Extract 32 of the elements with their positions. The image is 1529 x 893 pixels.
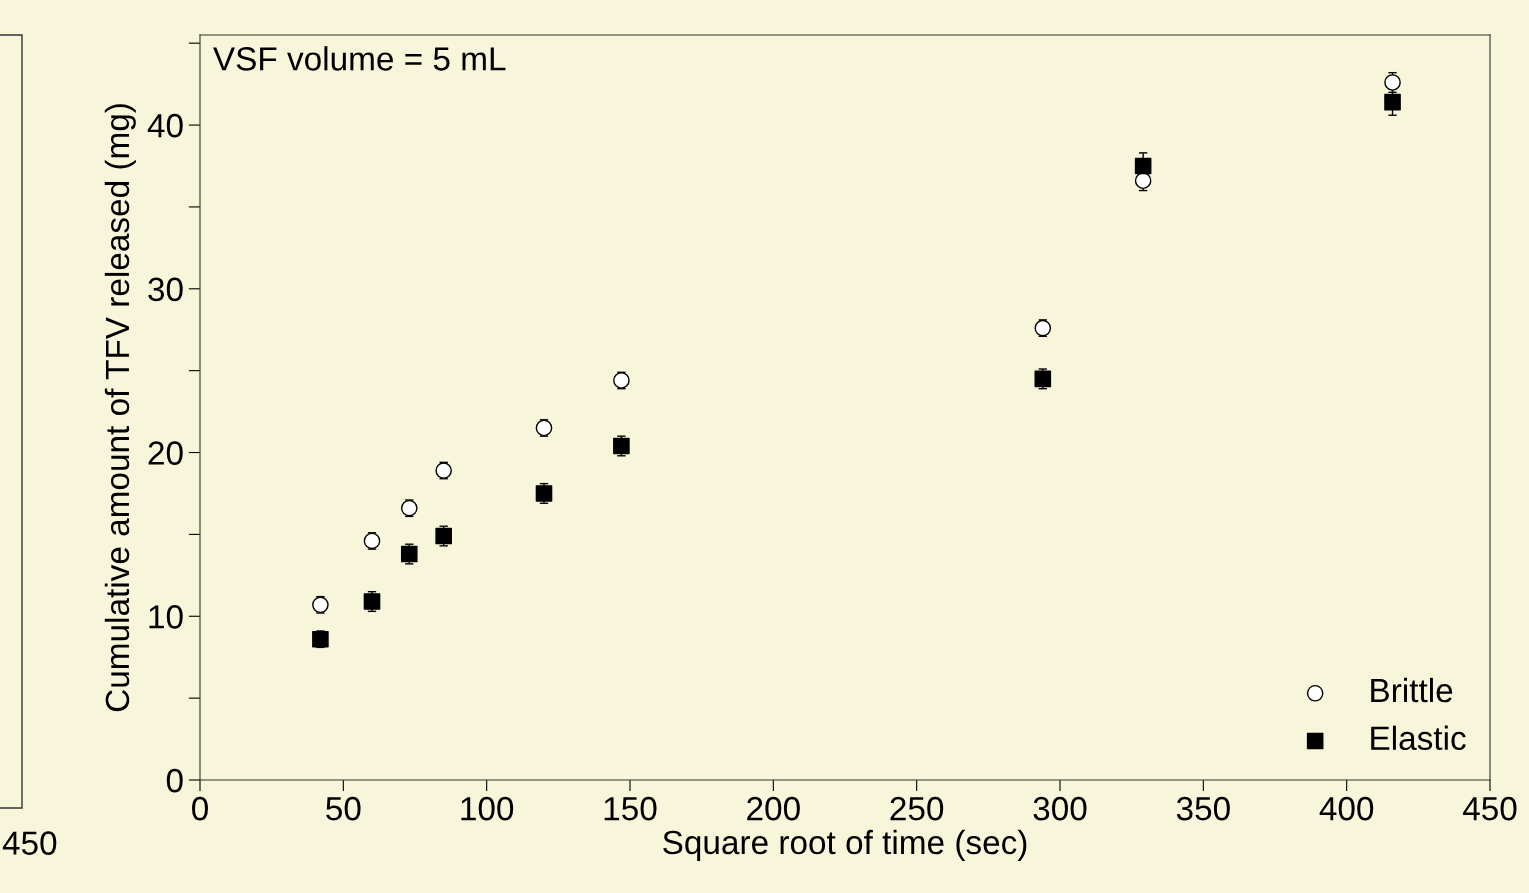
x-tick-label: 200 bbox=[747, 796, 800, 821]
x-tick-label: 350 bbox=[1176, 796, 1230, 821]
x-tick-label: 250 bbox=[890, 796, 944, 821]
point bbox=[1134, 157, 1152, 175]
x-tick-label: 450 bbox=[1462, 796, 1517, 821]
x-tick-label: 100 bbox=[461, 796, 514, 821]
y-tick-label: 10 bbox=[149, 605, 183, 629]
legend-label: Brittle bbox=[1371, 677, 1453, 703]
y-tick-label: 40 bbox=[147, 113, 183, 138]
point bbox=[535, 485, 553, 502]
x-tick-label: 150 bbox=[604, 796, 657, 821]
x-axis-title: Square root of time (sec) bbox=[663, 829, 1027, 861]
point bbox=[535, 419, 553, 437]
legend-label: Elastic bbox=[1371, 725, 1466, 751]
point bbox=[1134, 172, 1152, 190]
y-tick-label: 20 bbox=[148, 441, 183, 465]
y-tick-label: 30 bbox=[148, 277, 183, 302]
point bbox=[1034, 370, 1052, 388]
point bbox=[363, 593, 381, 610]
x-tick-label: 300 bbox=[1033, 796, 1087, 821]
x-tick-label: 50 bbox=[326, 796, 361, 821]
point bbox=[1384, 93, 1401, 111]
point bbox=[400, 545, 418, 563]
annotation: VSF volume = 5 mL bbox=[213, 46, 506, 71]
point bbox=[400, 499, 418, 517]
x-tick-label: 0 bbox=[192, 796, 208, 821]
y-axis-title: Cumulative amount of TFV released (mg) bbox=[104, 104, 136, 712]
point bbox=[1034, 319, 1052, 337]
y-tick-label: 0 bbox=[166, 768, 183, 793]
text: 450 bbox=[2, 831, 57, 855]
point bbox=[363, 532, 381, 550]
x-tick-label: 400 bbox=[1319, 796, 1374, 821]
